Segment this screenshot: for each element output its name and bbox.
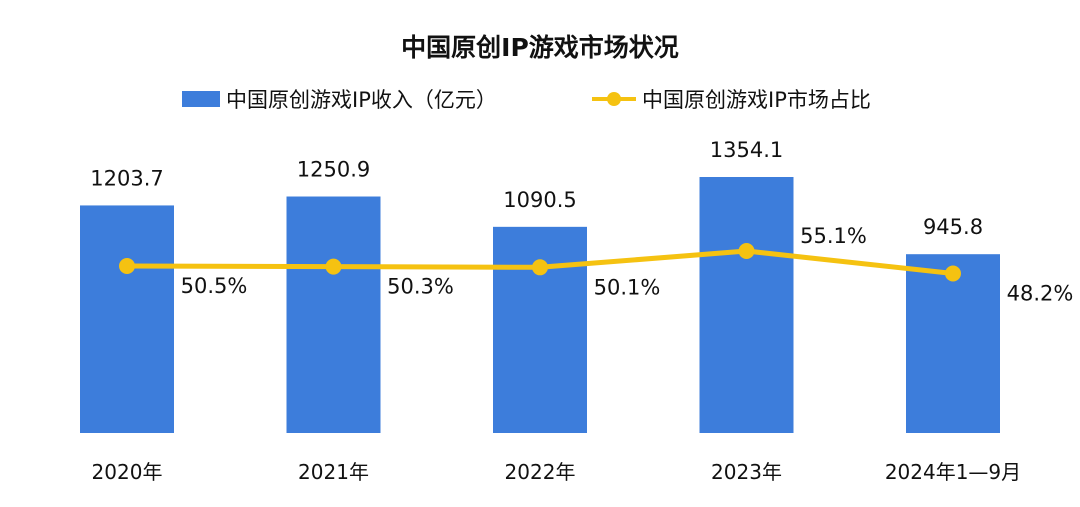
share-point xyxy=(532,259,548,276)
bar xyxy=(286,196,381,433)
share-point xyxy=(945,265,961,282)
legend-label-revenue: 中国原创游戏IP收入（亿元） xyxy=(226,88,497,112)
legend-item-revenue: 中国原创游戏IP收入（亿元） xyxy=(182,84,497,114)
bar-value-label: 1203.7 xyxy=(90,166,163,190)
bar xyxy=(80,205,174,433)
chart-title: 中国原创IP游戏市场状况 xyxy=(401,33,679,62)
x-tick-label: 2021年 xyxy=(298,460,369,484)
legend-bar-swatch xyxy=(182,91,220,107)
share-value-label: 50.5% xyxy=(181,274,248,298)
x-tick-label: 2024年1—9月 xyxy=(885,460,1021,484)
share-value-label: 50.1% xyxy=(594,275,661,299)
legend-item-share: 中国原创游戏IP市场占比 xyxy=(592,84,871,114)
legend-line-swatch xyxy=(592,91,636,107)
share-value-label: 48.2% xyxy=(1007,281,1074,305)
x-tick-label: 2020年 xyxy=(92,460,163,484)
share-point xyxy=(119,258,135,274)
share-point xyxy=(325,258,342,275)
bar xyxy=(493,226,587,433)
bar-value-label: 1090.5 xyxy=(503,188,576,212)
bar-value-label: 945.8 xyxy=(923,215,983,239)
share-value-label: 50.3% xyxy=(387,275,454,299)
bar xyxy=(906,254,1000,433)
bar-value-label: 1250.9 xyxy=(297,158,370,182)
share-value-label: 55.1% xyxy=(800,224,867,248)
x-tick-label: 2022年 xyxy=(505,460,576,484)
legend-label-share: 中国原创游戏IP市场占比 xyxy=(642,88,871,112)
bar xyxy=(699,177,794,433)
x-tick-label: 2023年 xyxy=(711,460,782,484)
bar-value-label: 1354.1 xyxy=(710,138,783,162)
share-point xyxy=(738,243,755,260)
